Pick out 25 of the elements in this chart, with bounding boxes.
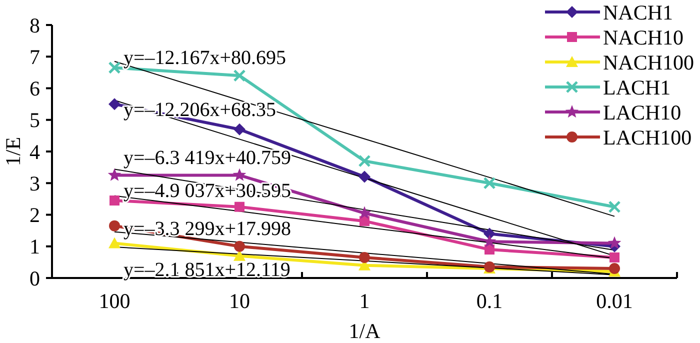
y-tick-label: 2 — [30, 203, 40, 228]
legend-label: LACH1 — [603, 75, 671, 100]
legend-label: NACH10 — [603, 25, 684, 50]
annotation: y=–6.3 419x+40.759 — [124, 147, 292, 169]
x-axis-title: 1/A — [348, 319, 382, 343]
y-tick-label: 0 — [30, 266, 40, 290]
x-tick-label: 1 — [359, 289, 370, 313]
legend-label: LACH100 — [603, 125, 692, 150]
legend-label: NACH100 — [603, 50, 694, 74]
y-tick-label: 5 — [30, 108, 40, 132]
y-tick-label: 6 — [30, 76, 40, 101]
legend-label: NACH1 — [603, 0, 674, 24]
y-tick-label: 3 — [30, 171, 40, 196]
annotation: y=–2.1 851x+12.119 — [124, 259, 290, 281]
x-tick-label: 0.01 — [596, 289, 633, 313]
y-tick-label: 8 — [30, 13, 40, 38]
x-tick-label: 100 — [98, 289, 130, 313]
x-tick-label: 10 — [229, 289, 250, 313]
y-tick-label: 7 — [30, 44, 40, 69]
legend-label: LACH10 — [603, 100, 682, 124]
x-tick-label: 0.1 — [476, 289, 503, 313]
y-axis-title: 1/E — [1, 136, 25, 166]
annotation: y=–12.167x+80.695 — [124, 47, 286, 69]
y-tick-label: 4 — [30, 140, 40, 164]
y-tick-label: 1 — [30, 234, 40, 259]
